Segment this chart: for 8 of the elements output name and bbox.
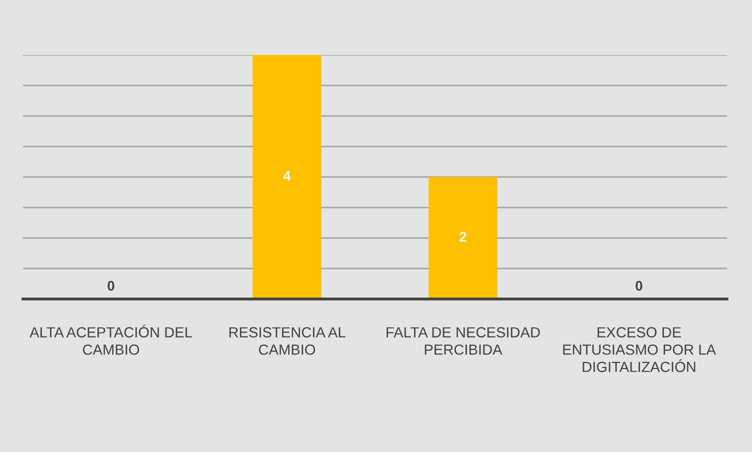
- data-label: 4: [283, 171, 291, 181]
- x-tick-label: FALTA DE NECESIDAD PERCIBIDA: [386, 327, 540, 355]
- data-label: 0: [636, 280, 642, 291]
- x-tick-label: EXCESO DE ENTUSIASMO POR LA DIGITALIZACIÓN: [563, 327, 716, 372]
- data-label: 0: [108, 280, 114, 291]
- data-label: 2: [460, 232, 466, 242]
- x-tick-label: RESISTENCIA AL CAMBIO: [229, 327, 346, 355]
- x-tick-label: ALTA ACEPTACIÓN DEL CAMBIO: [30, 324, 192, 355]
